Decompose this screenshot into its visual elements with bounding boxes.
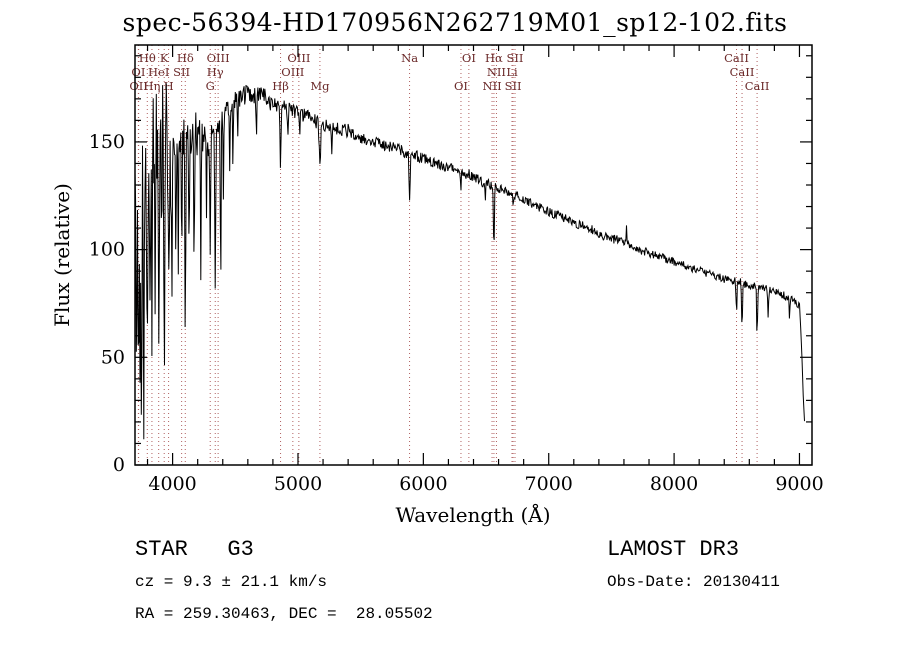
coords-text: RA = 259.30463, DEC = 28.05502 (135, 605, 433, 623)
svg-text:K: K (160, 51, 169, 65)
svg-text:100: 100 (89, 239, 125, 261)
svg-text:OII: OII (129, 79, 148, 93)
plot-title: spec-56394-HD170956N262719M01_sp12-102.f… (122, 8, 788, 37)
obs-date-text: Obs-Date: 20130411 (607, 573, 780, 591)
svg-text:OI: OI (462, 51, 476, 65)
svg-text:SII: SII (173, 65, 190, 79)
svg-text:Hβ: Hβ (272, 79, 289, 93)
axis-ticks (135, 45, 812, 466)
svg-text:8000: 8000 (650, 473, 698, 495)
svg-text:Mg: Mg (310, 79, 330, 93)
svg-text:Hη: Hη (143, 79, 160, 93)
svg-text:Hα: Hα (485, 51, 503, 65)
svg-text:OIII: OIII (281, 65, 304, 79)
svg-text:Na: Na (401, 51, 418, 65)
spectral-marker-lines (137, 45, 758, 465)
svg-text:4000: 4000 (148, 473, 196, 495)
spectrum-line (134, 83, 805, 440)
x-axis-label: Wavelength (Å) (395, 503, 551, 527)
svg-text:6000: 6000 (399, 473, 447, 495)
svg-text:150: 150 (89, 131, 125, 153)
svg-text:Hθ: Hθ (139, 51, 156, 65)
svg-text:HeI: HeI (148, 65, 169, 79)
svg-text:Hγ: Hγ (207, 65, 224, 79)
classification-text: STAR G3 (135, 537, 254, 562)
svg-text:Hδ: Hδ (177, 51, 194, 65)
svg-text:OI: OI (454, 79, 468, 93)
svg-text:CaII: CaII (745, 79, 770, 93)
svg-text:Li: Li (506, 65, 518, 79)
cz-text: cz = 9.3 ± 21.1 km/s (135, 573, 328, 591)
svg-text:5000: 5000 (274, 473, 322, 495)
svg-text:50: 50 (101, 346, 125, 368)
svg-text:G: G (206, 79, 215, 93)
svg-text:SII: SII (505, 79, 522, 93)
svg-text:H: H (164, 79, 174, 93)
svg-text:SII: SII (507, 51, 524, 65)
y-tick-labels: 0 50 100 150 (89, 131, 125, 476)
survey-text: LAMOST DR3 (607, 537, 740, 562)
svg-text:NII: NII (483, 79, 502, 93)
x-tick-labels: 4000 5000 6000 7000 8000 9000 (148, 473, 823, 495)
svg-text:OIII: OIII (287, 51, 310, 65)
svg-text:NII: NII (487, 65, 506, 79)
svg-text:OIII: OIII (207, 51, 230, 65)
svg-text:CaII: CaII (724, 51, 749, 65)
svg-text:9000: 9000 (775, 473, 823, 495)
y-axis-label: Flux (relative) (50, 183, 74, 327)
svg-text:0: 0 (113, 454, 125, 476)
svg-text:7000: 7000 (525, 473, 573, 495)
svg-text:CaII: CaII (730, 65, 755, 79)
